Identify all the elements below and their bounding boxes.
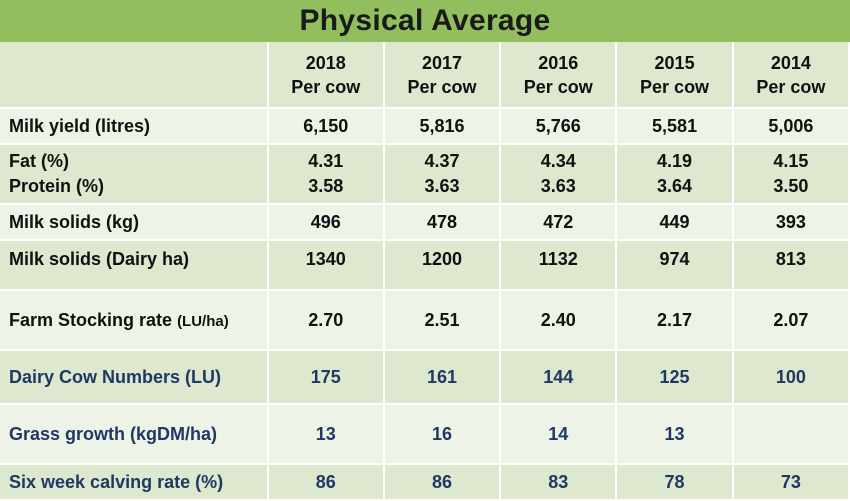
title-bar: Physical Average — [0, 0, 850, 42]
row-label: Farm Stocking rate (LU/ha) — [0, 291, 269, 351]
value-cell: 175 — [268, 351, 385, 405]
row-calving-rate: Six week calving rate (%) 86 86 83 78 73 — [0, 465, 850, 501]
value-cell: 78 — [617, 465, 734, 501]
value-cell: 5,766 — [501, 109, 618, 145]
value-cell: 4.31 3.58 — [268, 145, 385, 205]
header-cell-2014: 2014 Per cow — [733, 42, 850, 109]
value-cell: 5,816 — [384, 109, 502, 145]
value-cell: 813 — [733, 241, 850, 291]
value-cell: 73 — [733, 465, 850, 501]
value-cell: 14 — [501, 405, 618, 465]
row-label: Milk solids (kg) — [0, 205, 269, 241]
header-label-cell — [0, 42, 269, 109]
row-milk-solids-ha: Milk solids (Dairy ha) 1340 1200 1132 97… — [0, 241, 850, 291]
value-cell: 6,150 — [268, 109, 385, 145]
row-grass-growth: Grass growth (kgDM/ha) 13 16 14 13 — [0, 405, 850, 465]
header-cell-2018: 2018 Per cow — [268, 42, 385, 109]
header-cell-2015: 2015 Per cow — [617, 42, 734, 109]
value-cell: 83 — [501, 465, 618, 501]
value-cell: 2.17 — [617, 291, 734, 351]
value-cell: 1340 — [268, 241, 385, 291]
value-cell: 100 — [733, 351, 850, 405]
value-cell: 1200 — [384, 241, 502, 291]
value-cell: 449 — [617, 205, 734, 241]
value-cell: 5,006 — [733, 109, 850, 145]
row-label: Grass growth (kgDM/ha) — [0, 405, 269, 465]
value-cell: 478 — [384, 205, 502, 241]
unit-label: (LU/ha) — [177, 312, 229, 330]
value-cell: 13 — [268, 405, 385, 465]
row-milk-yield: Milk yield (litres) 6,150 5,816 5,766 5,… — [0, 109, 850, 145]
value-cell: 125 — [617, 351, 734, 405]
value-cell: 161 — [384, 351, 502, 405]
value-cell: 4.15 3.50 — [733, 145, 850, 205]
row-milk-solids-kg: Milk solids (kg) 496 478 472 449 393 — [0, 205, 850, 241]
physical-average-table: 2018 Per cow 2017 Per cow 2016 Per cow 2015… — [0, 42, 850, 501]
value-cell: 86 — [384, 465, 502, 501]
row-label: Dairy Cow Numbers (LU) — [0, 351, 269, 405]
value-cell: 16 — [384, 405, 502, 465]
value-cell: 496 — [268, 205, 385, 241]
value-cell — [733, 405, 850, 465]
row-cow-numbers: Dairy Cow Numbers (LU) 175 161 144 125 1… — [0, 351, 850, 405]
value-cell: 472 — [501, 205, 618, 241]
value-cell: 974 — [617, 241, 734, 291]
value-cell: 2.07 — [733, 291, 850, 351]
row-label: Milk solids (Dairy ha) — [0, 241, 269, 291]
page-title: Physical Average — [299, 4, 551, 37]
header-cell-2017: 2017 Per cow — [384, 42, 502, 109]
value-cell: 144 — [501, 351, 618, 405]
value-cell: 1132 — [501, 241, 618, 291]
value-cell: 13 — [617, 405, 734, 465]
header-cell-2016: 2016 Per cow — [501, 42, 618, 109]
value-cell: 2.70 — [268, 291, 385, 351]
row-fat-protein: Fat (%) Protein (%) 4.31 3.58 4.37 3.63 4.3… — [0, 145, 850, 205]
value-cell: 4.19 3.64 — [617, 145, 734, 205]
value-cell: 4.34 3.63 — [501, 145, 618, 205]
header-row: 2018 Per cow 2017 Per cow 2016 Per cow 2015… — [0, 42, 850, 109]
row-label: Fat (%) Protein (%) — [0, 145, 269, 205]
row-label: Six week calving rate (%) — [0, 465, 269, 501]
value-cell: 4.37 3.63 — [384, 145, 502, 205]
value-cell: 2.40 — [501, 291, 618, 351]
value-cell: 5,581 — [617, 109, 734, 145]
value-cell: 86 — [268, 465, 385, 501]
row-stocking-rate: Farm Stocking rate (LU/ha) 2.70 2.51 2.4… — [0, 291, 850, 351]
value-cell: 393 — [733, 205, 850, 241]
value-cell: 2.51 — [384, 291, 502, 351]
row-label: Milk yield (litres) — [0, 109, 269, 145]
